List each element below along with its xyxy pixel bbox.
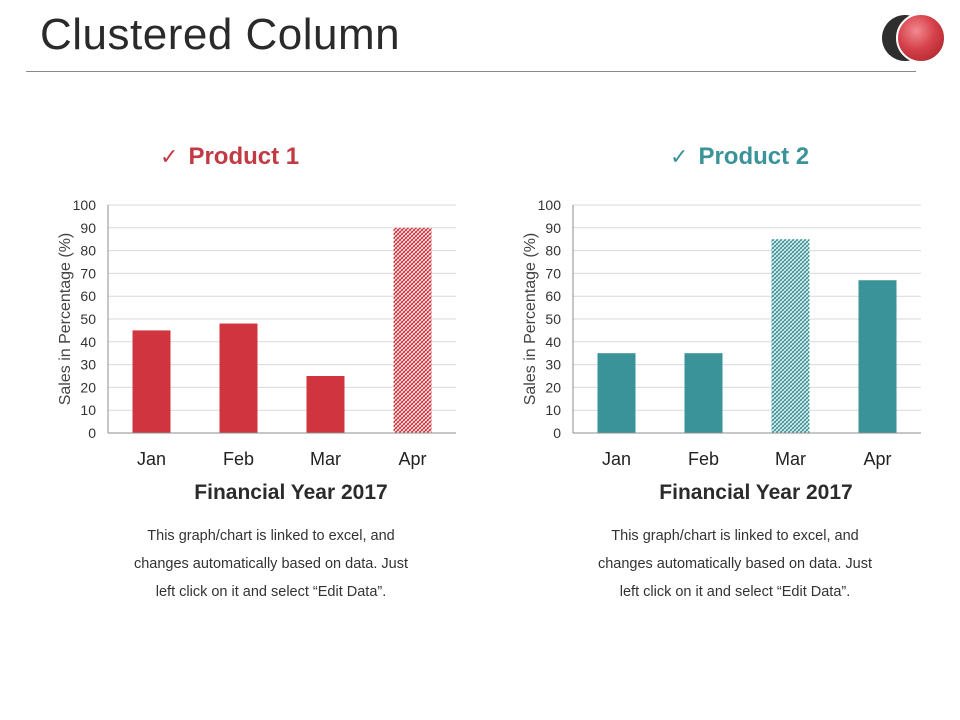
product-1-note: This graph/chart is linked to excel, and… bbox=[106, 522, 436, 606]
y-tick-label: 10 bbox=[80, 402, 96, 418]
product-2-chart-svg: 0 10 20 30 40 50 60 70 80 90 100 Sales in Percentag… bbox=[522, 197, 921, 469]
check-icon: ✓ bbox=[670, 144, 689, 169]
product-2-label: Product 2 bbox=[698, 143, 810, 170]
note-line: left click on it and select “Edit Data”. bbox=[619, 584, 851, 600]
x-tick-label: Apr bbox=[863, 449, 891, 469]
product-1-xlabel: Financial Year 2017 bbox=[194, 481, 388, 504]
x-tick-label: Mar bbox=[310, 449, 341, 469]
x-tick-label: Apr bbox=[398, 449, 426, 469]
y-tick-label: 50 bbox=[80, 311, 96, 327]
y-tick-label: 60 bbox=[80, 288, 96, 304]
y-axis-title: Sales in Percentage (%) bbox=[57, 233, 74, 406]
x-tick-label: Mar bbox=[775, 449, 806, 469]
title-divider bbox=[26, 71, 916, 72]
y-tick-label: 50 bbox=[545, 311, 561, 327]
x-tick-label: Jan bbox=[137, 449, 166, 469]
note-line: This graph/chart is linked to excel, and bbox=[147, 528, 395, 544]
y-tick-label: 30 bbox=[80, 357, 96, 373]
product-1-chart-svg: 0 10 20 30 40 50 60 70 80 90 100 Sales in Percentag… bbox=[57, 197, 456, 469]
y-tick-label: 80 bbox=[545, 243, 561, 259]
x-tick-label: Feb bbox=[688, 449, 719, 469]
y-tick-label: 20 bbox=[80, 379, 96, 395]
y-tick-label: 30 bbox=[545, 357, 561, 373]
y-tick-label: 20 bbox=[545, 379, 561, 395]
x-tick-label: Jan bbox=[602, 449, 631, 469]
note-line: changes automatically based on data. Jus… bbox=[597, 556, 873, 572]
bar-feb bbox=[219, 323, 258, 433]
bar-jan bbox=[597, 353, 636, 433]
bar-mar bbox=[306, 376, 345, 433]
y-tick-label: 90 bbox=[80, 220, 96, 236]
product-2-note: This graph/chart is linked to excel, and… bbox=[570, 522, 900, 606]
product-1-title: ✓ Product 1 bbox=[160, 140, 299, 174]
y-tick-label: 100 bbox=[73, 197, 97, 213]
note-line: changes automatically based on data. Jus… bbox=[133, 556, 409, 572]
bar-apr bbox=[393, 227, 432, 433]
bar-mar bbox=[771, 239, 810, 433]
x-tick-label: Feb bbox=[223, 449, 254, 469]
note-line: This graph/chart is linked to excel, and bbox=[611, 528, 859, 544]
bar-jan bbox=[132, 330, 171, 433]
product-1-chart: 0 10 20 30 40 50 60 70 80 90 100 Sales in Percentag… bbox=[50, 190, 470, 480]
y-tick-label: 0 bbox=[88, 425, 96, 441]
y-tick-label: 100 bbox=[538, 197, 562, 213]
y-tick-label: 90 bbox=[545, 220, 561, 236]
page-title: Clustered Column bbox=[40, 10, 401, 59]
y-tick-label: 80 bbox=[80, 243, 96, 259]
y-tick-label: 40 bbox=[545, 334, 561, 350]
logo-circles-icon bbox=[882, 13, 946, 63]
product-1-label: Product 1 bbox=[188, 143, 300, 170]
y-tick-label: 0 bbox=[553, 425, 561, 441]
product-2-xlabel: Financial Year 2017 bbox=[659, 481, 853, 504]
y-tick-label: 10 bbox=[545, 402, 561, 418]
product-2-chart: 0 10 20 30 40 50 60 70 80 90 100 Sales in Percentag… bbox=[515, 190, 935, 480]
y-tick-label: 40 bbox=[80, 334, 96, 350]
y-axis-title: Sales in Percentage (%) bbox=[522, 233, 539, 406]
y-tick-label: 60 bbox=[545, 288, 561, 304]
note-line: left click on it and select “Edit Data”. bbox=[155, 584, 387, 600]
bar-feb bbox=[684, 353, 723, 433]
product-2-title: ✓ Product 2 bbox=[670, 140, 809, 174]
bar-apr bbox=[858, 280, 897, 433]
y-tick-label: 70 bbox=[80, 265, 96, 281]
check-icon: ✓ bbox=[160, 144, 179, 169]
y-tick-label: 70 bbox=[545, 265, 561, 281]
